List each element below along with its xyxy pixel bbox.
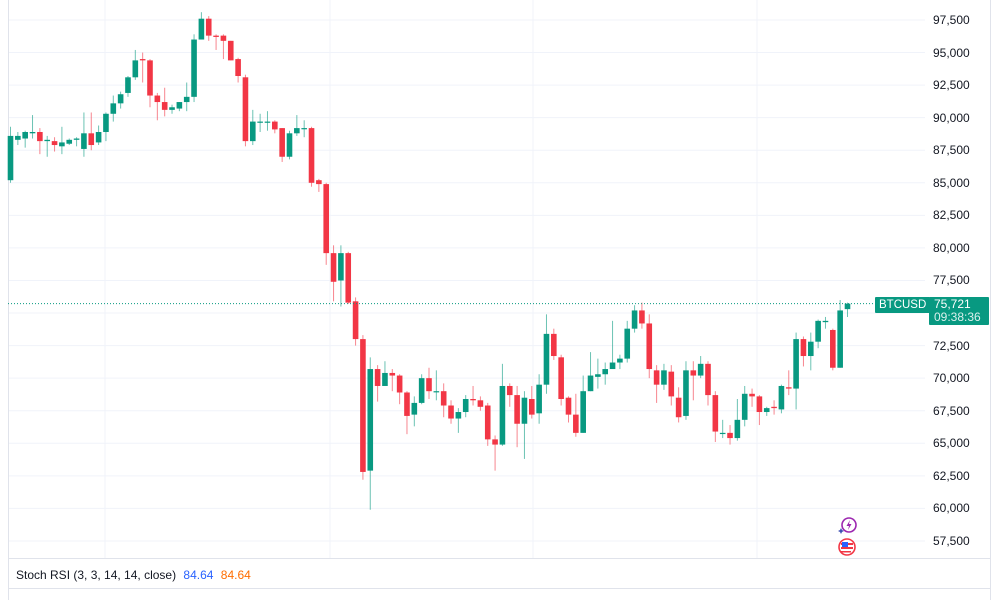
lightning-event-icon[interactable] — [838, 517, 857, 534]
symbol-badge: BTCUSD — [875, 297, 931, 313]
price-axis-label: 92,500 — [933, 78, 970, 93]
price-axis-label: 62,500 — [933, 468, 970, 483]
indicator-label: Stoch RSI (3, 3, 14, 14, close) — [16, 568, 177, 582]
price-axis-label: 82,500 — [933, 208, 970, 223]
price-axis-label: 85,000 — [933, 175, 970, 190]
last-price: 75,721 — [934, 297, 971, 311]
price-axis-label: 80,000 — [933, 240, 970, 255]
indicator-d-value: 84.64 — [220, 568, 251, 582]
price-axis-label: 72,500 — [933, 338, 970, 353]
us-flag-event-icon[interactable] — [838, 538, 856, 556]
indicator-k-value: 84.64 — [183, 568, 214, 582]
price-axis-label: 67,500 — [933, 403, 970, 418]
last-price-badge: 75,721 09:38:36 — [929, 297, 989, 325]
price-axis-label: 70,000 — [933, 371, 970, 386]
price-axis-label: 87,500 — [933, 143, 970, 158]
price-axis-label: 95,000 — [933, 45, 970, 60]
price-axis-label: 90,000 — [933, 110, 970, 125]
candles — [7, 12, 851, 510]
price-axis-label: 65,000 — [933, 436, 970, 451]
countdown-timer: 09:38:36 — [934, 310, 981, 324]
price-axis-label: 77,500 — [933, 273, 970, 288]
price-axis-label: 60,000 — [933, 501, 970, 516]
price-axis-label: 97,500 — [933, 13, 970, 27]
price-axis-label: 57,500 — [933, 533, 970, 548]
indicator-legend[interactable]: Stoch RSI (3, 3, 14, 14, close) 84.64 84… — [16, 568, 251, 582]
grid-lines — [8, 0, 991, 600]
